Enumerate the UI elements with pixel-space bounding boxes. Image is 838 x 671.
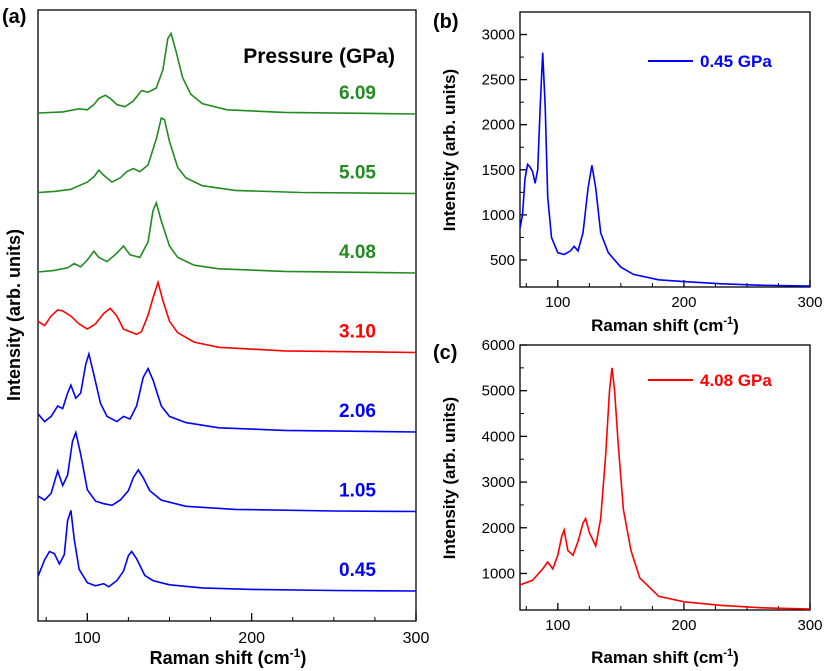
- panel-a-spectrum-2.06: [37, 350, 417, 433]
- panel-a-pressure-label: 4.08: [339, 242, 376, 263]
- panel-a-pressure-label: 5.05: [339, 163, 376, 184]
- panel-b-y-tick-label: 1500: [482, 162, 515, 179]
- panel-c-spectrum-line: [519, 367, 811, 610]
- panel-a-legend-title: Pressure (GPa): [243, 45, 395, 68]
- panel-b-y-axis-title: Intensity (arb. units): [440, 69, 459, 231]
- panel-c-y-tick-label: 5000: [482, 383, 515, 400]
- panel-a-x-ticks: 100 200 300: [45, 613, 430, 647]
- panel-c-x-tick-label: 200: [671, 617, 696, 634]
- panel-b-y-tick-label: 500: [490, 252, 515, 269]
- panel-c-y-tick-label: 4000: [482, 428, 515, 445]
- panel-a-pressure-label: 0.45: [339, 560, 376, 581]
- panel-a-x-tick-label: 200: [238, 630, 265, 647]
- panel-c-y-tick-label: 2000: [482, 520, 515, 537]
- panel-a-pressure-label: 3.10: [339, 322, 376, 343]
- panel-c-y-tick-label: 1000: [482, 565, 515, 582]
- panel-a-spectrum-5.05: [37, 116, 417, 195]
- panel-a-spectrum-1.05: [37, 429, 417, 513]
- panel-c-series: [519, 367, 811, 610]
- panel-c-ticks: 100 200 300 1000 2000 3000 4000 5000 6000: [482, 337, 823, 634]
- panel-b-label: (b): [433, 11, 459, 33]
- panel-b-y-tick-label: 1000: [482, 207, 515, 224]
- panel-a-y-axis-title: Intensity (arb. units): [4, 229, 24, 401]
- panel-a-series-labels: 0.45 1.05 2.06 3.10 4.08 5.05 6.09: [339, 83, 376, 581]
- panel-a-spectrum-4.08: [37, 200, 417, 274]
- panel-b-spectrum-line: [519, 52, 811, 287]
- panel-c: (c) 100 200 300 1000 2000 3000 4000 5000 6000 4.…: [433, 337, 823, 667]
- panel-a-label: (a): [2, 6, 26, 28]
- panel-a-pressure-label: 1.05: [339, 481, 376, 502]
- panel-b-x-tick-label: 200: [671, 294, 696, 311]
- panel-c-label: (c): [433, 342, 457, 364]
- panel-a-spectrum-3.10: [37, 279, 417, 354]
- panel-a-x-axis-title: Raman shift (cm-1): [150, 646, 307, 668]
- panel-a-spectrum-6.09: [37, 31, 417, 115]
- panel-b: (b) 100 200 300 500 1000 1500 2000 2500 3000 0.4…: [433, 11, 823, 335]
- panel-b-y-tick-label: 2000: [482, 117, 515, 134]
- panel-c-x-tick-label: 300: [797, 617, 822, 634]
- panel-b-series: [519, 52, 811, 287]
- panel-b-ticks: 100 200 300 500 1000 1500 2000 2500 3000: [482, 27, 823, 311]
- panel-b-frame: [519, 11, 811, 288]
- panel-a-frame: [37, 9, 417, 622]
- panel-a: (a) 100 200 300 Pressure (GPa) 0.45 1.05 2.0…: [2, 6, 429, 668]
- panel-a-spectrum-0.45: [37, 510, 417, 592]
- panel-b-legend-entry: 0.45 GPa: [700, 52, 772, 71]
- panel-b-x-axis-title: Raman shift (cm-1): [591, 315, 739, 335]
- panel-a-pressure-label: 6.09: [339, 83, 376, 104]
- panel-c-y-axis-title: Intensity (arb. units): [440, 397, 459, 559]
- panel-c-x-axis-title: Raman shift (cm-1): [591, 647, 739, 667]
- panel-c-y-tick-label: 6000: [482, 337, 515, 354]
- panel-c-y-tick-label: 3000: [482, 474, 515, 491]
- panel-a-x-tick-label: 100: [74, 630, 101, 647]
- panel-c-legend-entry: 4.08 GPa: [700, 371, 772, 390]
- panel-c-frame: [519, 344, 811, 611]
- panel-a-series: [37, 31, 417, 592]
- panel-a-x-tick-label: 300: [403, 630, 430, 647]
- panel-a-pressure-label: 2.06: [339, 401, 376, 422]
- panel-c-x-tick-label: 100: [545, 617, 570, 634]
- panel-b-x-tick-label: 300: [797, 294, 822, 311]
- panel-b-x-tick-label: 100: [545, 294, 570, 311]
- panel-b-y-tick-label: 2500: [482, 72, 515, 89]
- panel-b-y-tick-label: 3000: [482, 27, 515, 44]
